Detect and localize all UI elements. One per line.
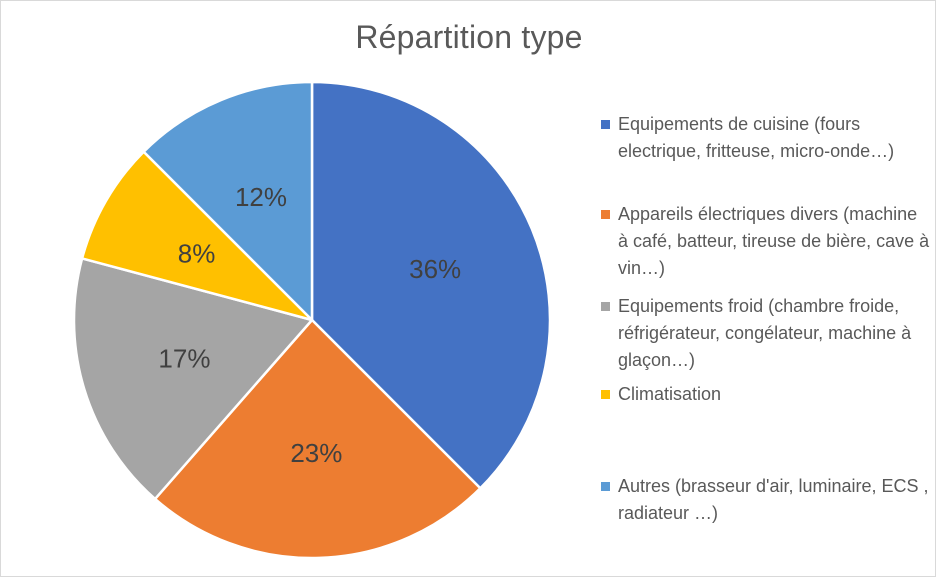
legend-item-appareils: Appareils électriques divers (machine à … [601,201,931,282]
legend-item-cuisine: Equipements de cuisine (fours electrique… [601,111,931,165]
legend-label-appareils: Appareils électriques divers (machine à … [618,204,930,278]
legend-swatch-cuisine [601,120,610,129]
pie-slice-appareils [153,318,482,560]
pie-label-appareils: 23% [290,438,342,468]
legend-swatch-froid [601,302,610,311]
legend-swatch-autres [601,482,610,491]
pie-label-froid: 17% [158,344,210,374]
pie-label-climatisation: 8% [178,238,216,268]
pie-slice-cuisine [310,80,552,490]
pie-slice-autres [142,80,314,322]
legend-label-froid: Equipements froid (chambre froide, réfri… [618,296,912,370]
legend-item-froid: Equipements froid (chambre froide, réfri… [601,293,931,374]
legend-label-climatisation: Climatisation [618,384,722,404]
pie-label-autres: 12% [235,182,287,212]
pie-slice-climatisation [80,150,314,322]
chart-title: Répartition type [355,19,583,55]
pie-slice-froid [72,257,314,501]
legend-item-autres: Autres (brasseur d'air, luminaire, ECS ,… [601,473,931,527]
pie-label-cuisine: 36% [409,254,461,284]
legend-label-cuisine: Equipements de cuisine (fours electrique… [618,114,895,161]
legend-label-autres: Autres (brasseur d'air, luminaire, ECS ,… [618,476,929,523]
legend-item-climatisation: Climatisation [601,381,931,408]
legend-swatch-appareils [601,210,610,219]
legend-swatch-climatisation [601,390,610,399]
